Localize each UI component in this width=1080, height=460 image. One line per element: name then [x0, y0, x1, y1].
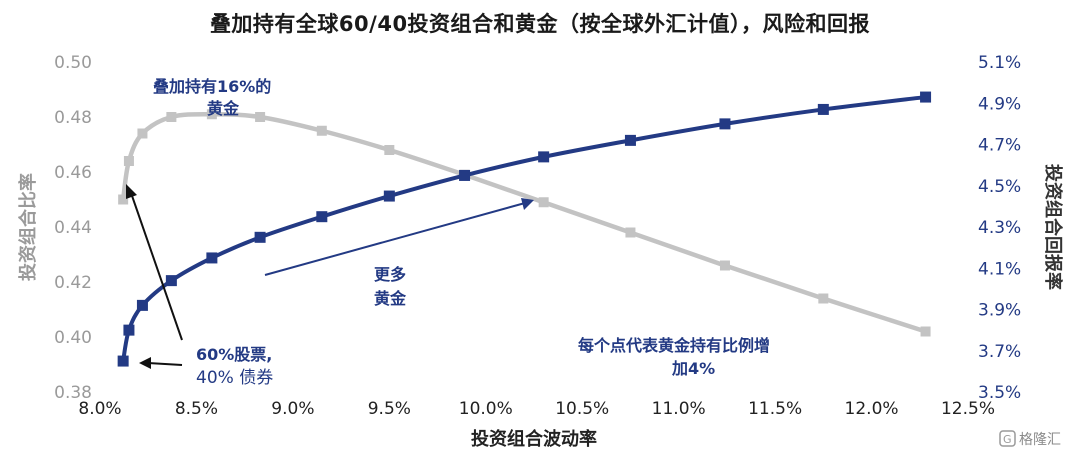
ratio-point	[384, 145, 395, 155]
x-tick-label: 12.5%	[941, 399, 995, 419]
y-right-tick-label: 5.1%	[978, 53, 1021, 73]
annotation-step-line2: 加4%	[671, 359, 715, 378]
return-point	[920, 91, 932, 103]
return-series-line	[121, 95, 926, 362]
y-left-tick-label: 0.46	[54, 163, 92, 183]
ratio-point	[625, 227, 636, 238]
return-point	[719, 118, 731, 130]
y-right-tick-label: 3.5%	[978, 383, 1021, 403]
y-right-tick-label: 4.1%	[978, 259, 1021, 279]
G-logo-letter: G	[1003, 433, 1012, 446]
ratio-point	[206, 109, 217, 120]
arrow-more-gold	[264, 202, 526, 276]
x-axis-title: 投资组合波动率	[471, 428, 597, 450]
arrow-portfolio	[147, 362, 183, 366]
x-tick-label: 10.5%	[555, 399, 609, 419]
ratio-point	[123, 156, 134, 166]
y-right-tick-label: 3.7%	[978, 342, 1021, 362]
y-left-tick-label: 0.40	[54, 328, 92, 348]
x-tick-label: 8.0%	[78, 399, 121, 419]
ratio-point	[166, 112, 177, 122]
axes-layer: 0.38 0.40 0.42 0.44 0.46 0.48 0.50 3.5% 3.7% 3.9%…	[17, 53, 1064, 450]
y-right-tick-label: 4.5%	[978, 177, 1021, 197]
y-left-axis-title: 投资组合比率	[17, 173, 39, 281]
return-point	[136, 299, 148, 311]
return-point	[459, 169, 471, 181]
ratio-point	[538, 197, 549, 208]
annotation-gold16-line2: 黄金	[207, 99, 240, 118]
ratio-point	[118, 194, 129, 205]
arrow-more-gold-head	[521, 198, 534, 210]
x-tick-label: 11.0%	[652, 399, 706, 419]
y-right-tick-label: 4.3%	[978, 218, 1021, 238]
ratio-point	[719, 260, 730, 271]
y-left-tick-label: 0.38	[54, 383, 92, 403]
arrow-gold16-head	[126, 184, 137, 199]
series-layer	[117, 91, 932, 367]
return-point	[165, 275, 177, 287]
G-logo-icon	[999, 430, 1016, 447]
annotation-portfolio-line1: 60%股票,	[196, 345, 272, 364]
x-tick-label: 9.5%	[368, 399, 411, 419]
ratio-series-line	[120, 111, 927, 334]
return-point	[817, 103, 829, 115]
return-point	[254, 231, 266, 243]
y-right-tick-label: 4.7%	[978, 136, 1021, 156]
ratio-point	[920, 326, 931, 337]
annotation-layer: 叠加持有16%的 黄金 更多 黄金 60%股票, 40% 债券 每个点代表黄金持…	[126, 77, 770, 388]
y-left-tick-label: 0.48	[54, 108, 92, 128]
y-right-tick-label: 4.9%	[978, 94, 1021, 114]
return-point	[624, 134, 636, 146]
chart-title: 叠加持有全球60/40投资组合和黄金（按全球外汇计值），风险和回报	[209, 12, 871, 36]
arrow-gold16	[129, 189, 183, 341]
x-tick-label: 8.5%	[175, 399, 218, 419]
x-tick-label: 11.5%	[748, 399, 802, 419]
annotation-more-gold-line2: 黄金	[374, 289, 407, 308]
x-tick-label: 10.0%	[459, 399, 513, 419]
watermark: G 格隆汇	[999, 430, 1061, 448]
return-point	[123, 324, 135, 336]
return-point	[538, 151, 550, 163]
x-tick-label: 9.0%	[271, 399, 314, 419]
x-tick-label: 12.0%	[845, 399, 899, 419]
ratio-point	[137, 128, 148, 139]
return-point	[383, 190, 395, 202]
return-point	[117, 355, 129, 367]
watermark-text: 格隆汇	[1019, 432, 1061, 448]
ratio-point	[255, 112, 266, 122]
annotation-more-gold-line1: 更多	[374, 265, 406, 284]
y-left-tick-label: 0.44	[54, 218, 92, 238]
y-right-axis-title: 投资组合回报率	[1042, 164, 1064, 290]
y-right-tick-label: 3.9%	[978, 301, 1021, 321]
y-left-tick-label: 0.50	[54, 53, 92, 73]
ratio-point	[316, 125, 327, 136]
annotation-portfolio-line2: 40% 债券	[196, 368, 273, 388]
annotation-step-line1: 每个点代表黄金持有比例增	[578, 336, 770, 355]
ratio-point	[818, 293, 829, 304]
return-point	[316, 211, 328, 223]
return-point	[206, 252, 218, 264]
arrow-portfolio-head	[139, 357, 151, 369]
y-left-tick-label: 0.42	[54, 273, 92, 293]
annotation-gold16-line1: 叠加持有16%的	[153, 77, 271, 96]
